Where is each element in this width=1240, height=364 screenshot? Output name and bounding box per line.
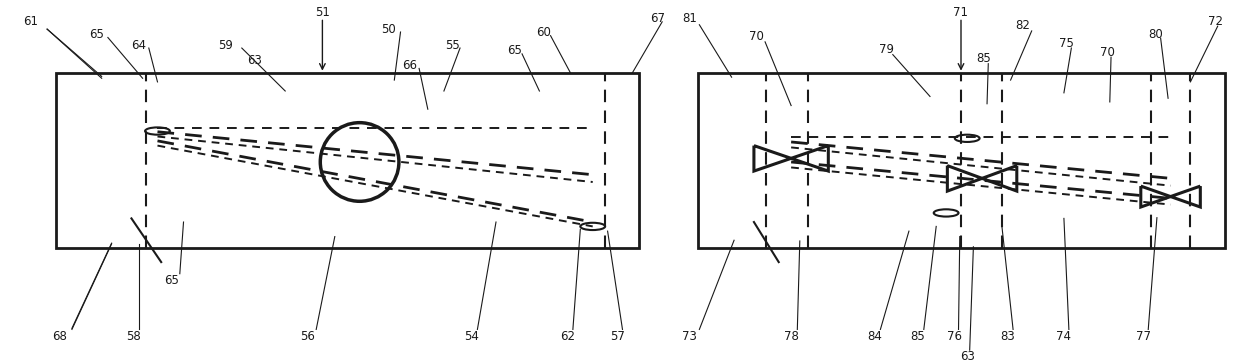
Text: 63: 63 [960,350,975,363]
Text: 54: 54 [464,330,479,343]
Text: 83: 83 [1001,330,1016,343]
Text: 77: 77 [1136,330,1151,343]
Text: 68: 68 [52,330,67,343]
Text: 79: 79 [879,43,894,56]
Text: 75: 75 [1059,37,1074,50]
Text: 62: 62 [560,330,575,343]
Text: 61: 61 [24,15,38,28]
Text: 78: 78 [784,330,799,343]
Text: 80: 80 [1148,28,1163,41]
Text: 58: 58 [126,330,141,343]
Text: 84: 84 [867,330,882,343]
Text: 82: 82 [1016,19,1030,32]
Text: 76: 76 [947,330,962,343]
Bar [698,73,1225,248]
Text: 85: 85 [976,52,991,65]
Bar [56,73,639,248]
Text: 63: 63 [247,54,262,67]
Text: 57: 57 [610,330,625,343]
Text: 60: 60 [536,26,551,39]
Text: 65: 65 [89,28,104,41]
Text: 73: 73 [682,330,697,343]
Text: 74: 74 [1056,330,1071,343]
Text: 70: 70 [1100,46,1115,59]
Text: 72: 72 [1208,15,1223,28]
Text: 56: 56 [300,330,315,343]
Text: 65: 65 [164,274,179,287]
Text: 67: 67 [650,12,665,25]
Text: 71: 71 [954,6,968,19]
Text: 81: 81 [682,12,697,25]
Text: 64: 64 [131,39,146,52]
Text: 50: 50 [381,23,396,36]
Text: 85: 85 [910,330,925,343]
Text: 65: 65 [507,44,522,58]
Text: 59: 59 [218,39,233,52]
Text: 70: 70 [749,30,764,43]
Text: 66: 66 [402,59,417,72]
Text: 51: 51 [315,6,330,19]
Text: 55: 55 [445,39,460,52]
